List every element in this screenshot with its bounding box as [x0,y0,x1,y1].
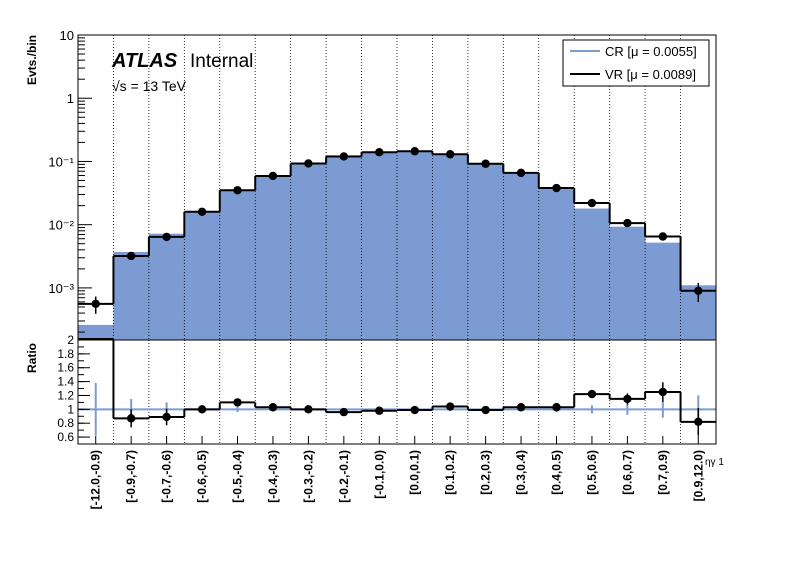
ratio-point [197,405,207,414]
ratio-y-axis-label: Ratio [25,343,39,373]
cr-bar [645,242,682,340]
ratio-tick-label: 0.8 [57,416,74,430]
ratio-panel: 0.60.811.21.41.61.82 Ratio [-12.0,-0.9) [… [25,333,724,509]
cr-bar [609,226,646,340]
vr-point [162,232,171,242]
cr-bar [219,190,256,340]
legend-box [562,39,710,87]
ratio-tick-label: 1.6 [57,361,74,375]
ratio-point [339,407,349,417]
legend-vr-label: VR [μ = 0.0089] [605,67,696,82]
vr-point [587,198,597,208]
x-tick-label: [0.6,0.7) [620,450,634,495]
ratio-tick-label: 1.8 [57,347,74,361]
cr-bar [184,211,221,340]
ratio-point [268,403,278,412]
ratio-point [587,389,597,399]
cr-bar [326,155,363,340]
energy-label: √s = 13 TeV [112,78,187,94]
x-tick-label: [-0.7,-0.6) [160,450,174,503]
main-histogram-panel: 10⁻³ 10⁻² 10⁻¹ 1 10 Evts./bin ATLAS Internal… [25,28,717,341]
x-tick-label: [0.0,0.1) [408,450,422,495]
vr-point [268,171,278,181]
cr-bar [574,208,611,340]
x-tick-label: [0.4,0.5) [550,450,564,495]
cr-bar [467,163,504,340]
x-tick-label: [-0.2,-0.1) [337,450,351,503]
ratio-point [304,405,313,414]
ratio-point [552,403,561,412]
vr-point [658,232,668,241]
x-tick-label: [-12.0,-0.9) [89,450,103,509]
legend: CR [μ = 0.0055] VR [μ = 0.0089] [562,39,710,87]
x-tick-label: [-0.6,-0.5) [195,450,209,503]
top-tick-label: 10⁻³ [48,281,74,296]
vr-point [197,207,207,216]
cr-bar [538,188,575,340]
ratio-frame [77,339,717,445]
vr-point [623,218,632,228]
top-y-axis-label: Evts./bin [25,35,39,85]
vr-point [339,152,349,161]
internal-label: Internal [190,51,253,72]
x-tick-label: [0.1,0.2) [443,450,457,495]
top-tick-label: 10⁻¹ [48,154,74,169]
ratio-point [375,406,384,415]
vr-point [516,168,526,178]
ratio-tick-label: 1 [67,402,74,416]
cr-bar [113,251,150,340]
x-tick-label: [-0.3,-0.2) [301,450,315,503]
cr-bar [255,176,292,340]
cr-bar [148,233,185,340]
ratio-point [658,387,668,397]
ratio-point [126,414,136,423]
x-axis-label: ηγ 1 [705,457,724,468]
ratio-tick-label: 1.2 [57,388,74,402]
vr-point [410,147,419,156]
ratio-point [233,398,242,407]
ratio-point [694,417,703,427]
cr-bar [503,173,540,340]
cr-bar [432,155,469,340]
vr-point [126,251,136,261]
ratio-tick-label: 0.6 [57,430,74,444]
ratio-point [410,405,419,415]
vr-point [552,183,561,193]
ratio-point [623,394,632,404]
vr-point [91,299,100,309]
cr-bar [397,151,433,340]
experiment-label: ATLAS [111,50,178,72]
x-tick-label: [0.2,0.3) [479,450,493,495]
legend-cr-label: CR [μ = 0.0055] [605,44,697,59]
vr-point [694,286,703,296]
cr-bar [361,151,398,340]
x-tick-label: [-0.9,-0.7) [124,450,138,503]
x-tick-label: [-0.5,-0.4) [231,450,245,503]
top-tick-label: 10⁻² [48,218,74,233]
ratio-tick-label: 2 [67,333,74,347]
ratio-tick-label: 1.4 [57,375,74,389]
x-tick-label: [-0.4,-0.3) [266,450,280,503]
vr-point [304,159,313,168]
x-tick-label: [-0.1,0.0) [372,450,386,499]
top-tick-label: 10 [60,28,74,43]
vr-point [481,159,490,168]
ratio-point [481,405,490,415]
cr-bar [290,163,327,340]
vr-point [233,186,242,195]
ratio-point [162,412,171,422]
vr-point [445,150,455,159]
x-tick-label: [0.7,0.9) [656,450,670,495]
ratio-point [445,402,455,411]
ratio-point [516,403,526,412]
top-tick-label: 1 [67,91,74,106]
vr-point [375,148,384,157]
x-tick-label: [0.9,12.0) [691,450,705,501]
x-tick-label: [0.3,0.4) [514,450,528,495]
cr-bar [78,324,114,340]
x-tick-label: [0.5,0.6) [585,450,599,495]
